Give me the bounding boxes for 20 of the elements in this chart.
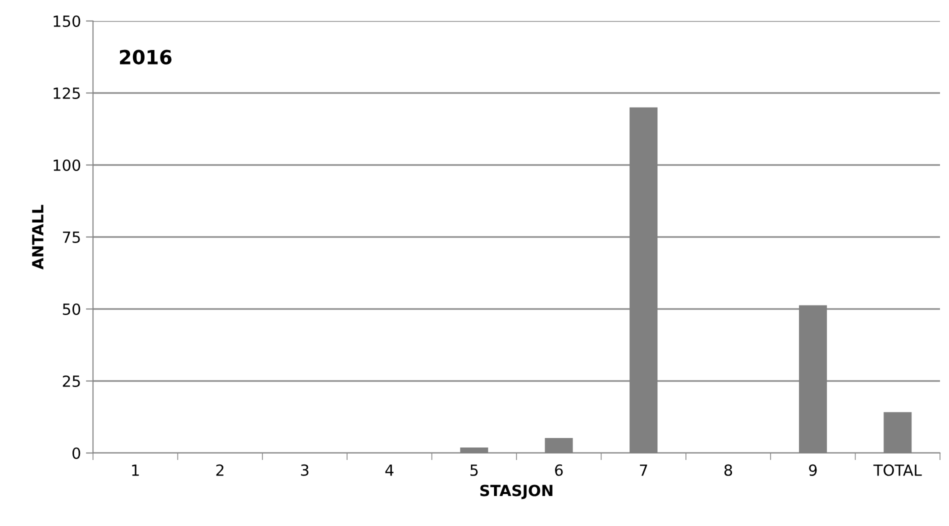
text: 2016 [120,50,172,64]
y-tick-label: 50 [62,303,80,316]
x-tick-label: 9 [809,464,817,476]
y-tick-label: 25 [62,375,80,388]
x-tick-label: 2 [216,464,224,476]
x-tick-label: 3 [301,464,308,476]
x-tick-label: 6 [555,464,563,476]
y-tick-label: 100 [54,159,80,172]
x-tick-label: 4 [385,464,394,476]
y-axis-title: ANTALL [32,204,44,270]
x-tick-label: 7 [640,464,648,476]
x-axis-title: STASJON [480,484,552,500]
x-tick-label: 5 [470,464,478,476]
y-tick-label: 125 [54,87,80,100]
y-tick-label: 150 [54,15,80,28]
y-tick-label: 0 [72,447,80,460]
x-tick-label: 8 [724,464,732,476]
y-tick-label: 75 [63,232,80,244]
x-tick-label: TOTAL [873,464,922,476]
x-tick-label: 1 [132,464,139,476]
